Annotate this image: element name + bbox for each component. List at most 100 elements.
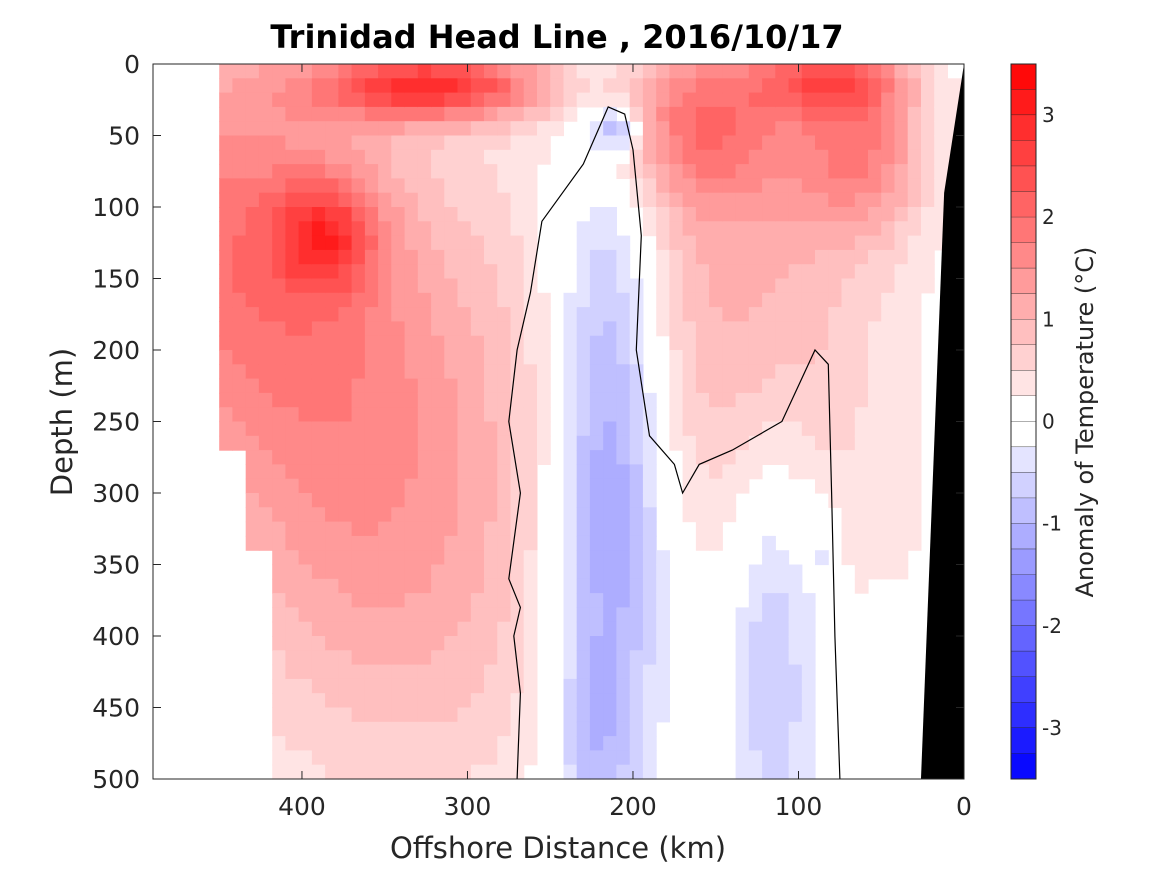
heatmap-cell xyxy=(378,550,392,566)
heatmap-cell xyxy=(298,121,313,137)
heatmap-cell xyxy=(576,350,591,365)
heatmap-cell xyxy=(748,335,763,351)
heatmap-cell xyxy=(391,750,406,766)
colorbar-swatch xyxy=(1011,268,1036,295)
heatmap-cell xyxy=(563,593,578,608)
heatmap-cell xyxy=(841,335,856,351)
heatmap-cell xyxy=(378,78,392,94)
heatmap-cell xyxy=(709,364,723,380)
heatmap-cell xyxy=(325,307,339,322)
heatmap-cell xyxy=(311,521,326,537)
heatmap-cell xyxy=(404,750,419,766)
heatmap-cell xyxy=(881,350,895,365)
heatmap-cell xyxy=(232,78,247,94)
heatmap-cell xyxy=(391,493,406,508)
heatmap-cell xyxy=(298,764,313,780)
heatmap-cell xyxy=(894,464,909,480)
heatmap-cell xyxy=(364,207,379,222)
heatmap-cell xyxy=(470,535,485,551)
heatmap-cell xyxy=(378,636,392,651)
heatmap-cell xyxy=(854,421,869,437)
heatmap-cell xyxy=(788,664,803,680)
heatmap-cell xyxy=(470,350,485,365)
heatmap-cell xyxy=(616,64,631,79)
heatmap-cell xyxy=(404,636,419,651)
heatmap-cell xyxy=(748,678,763,694)
y-tick-label: 200 xyxy=(92,336,140,365)
heatmap-cell xyxy=(245,535,260,551)
heatmap-cell xyxy=(629,407,644,423)
heatmap-cell xyxy=(219,121,233,137)
colorbar-swatch xyxy=(1011,676,1036,703)
heatmap-cell xyxy=(484,664,498,680)
heatmap-cell xyxy=(629,764,644,780)
heatmap-cell xyxy=(828,221,843,237)
heatmap-cell xyxy=(629,478,644,494)
heatmap-cell xyxy=(748,607,763,623)
heatmap-cell xyxy=(364,650,379,666)
heatmap-cell xyxy=(775,678,790,694)
heatmap-cell xyxy=(894,249,909,265)
heatmap-cell xyxy=(722,164,737,179)
heatmap-cell xyxy=(431,392,445,408)
heatmap-cell xyxy=(351,707,366,723)
heatmap-cell xyxy=(762,135,776,151)
heatmap-cell xyxy=(722,335,737,351)
heatmap-cell xyxy=(378,121,392,137)
heatmap-cell xyxy=(868,78,882,94)
heatmap-cell xyxy=(629,350,644,365)
heatmap-cell xyxy=(391,307,406,322)
heatmap-cell xyxy=(801,764,816,780)
heatmap-cell xyxy=(364,607,379,623)
heatmap-cell xyxy=(417,92,432,108)
heatmap-cell xyxy=(656,693,670,709)
heatmap-cell xyxy=(788,249,803,265)
heatmap-cell xyxy=(338,693,353,709)
heatmap-cell xyxy=(629,535,644,551)
heatmap-cell xyxy=(298,378,313,394)
heatmap-cell xyxy=(589,607,604,623)
heatmap-cell xyxy=(285,478,300,494)
heatmap-cell xyxy=(589,207,604,222)
heatmap-cell xyxy=(682,278,697,294)
heatmap-cell xyxy=(325,292,339,308)
heatmap-cell xyxy=(272,178,286,194)
heatmap-cell xyxy=(894,392,909,408)
heatmap-cell xyxy=(311,764,326,780)
heatmap-cell xyxy=(484,64,498,79)
heatmap-cell xyxy=(709,535,723,551)
heatmap-cell xyxy=(391,321,406,337)
heatmap-cell xyxy=(351,721,366,737)
heatmap-cell xyxy=(431,307,445,322)
heatmap-cell xyxy=(219,335,233,351)
heatmap-cell xyxy=(364,707,379,723)
heatmap-cell xyxy=(378,478,392,494)
heatmap-cell xyxy=(431,321,445,337)
heatmap-cell xyxy=(576,736,591,751)
heatmap-cell xyxy=(523,335,538,351)
heatmap-cell xyxy=(722,435,737,451)
heatmap-cell xyxy=(285,164,300,179)
heatmap-cell xyxy=(484,535,498,551)
heatmap-cell xyxy=(272,192,286,208)
x-tick-label: 200 xyxy=(609,792,657,821)
heatmap-cell xyxy=(391,78,406,94)
heatmap-cell xyxy=(258,321,273,337)
heatmap-cell xyxy=(775,421,790,437)
heatmap-cell xyxy=(576,335,591,351)
heatmap-cell xyxy=(325,64,339,79)
heatmap-cell xyxy=(616,321,631,337)
heatmap-cell xyxy=(656,78,670,94)
heatmap-cell xyxy=(868,521,882,537)
heatmap-cell xyxy=(417,650,432,666)
heatmap-cell xyxy=(484,106,498,122)
heatmap-cell xyxy=(338,564,353,580)
heatmap-cell xyxy=(338,450,353,465)
heatmap-cell xyxy=(735,135,750,151)
y-tick-label: 100 xyxy=(92,193,140,222)
heatmap-cell xyxy=(404,121,419,137)
heatmap-cell xyxy=(709,407,723,423)
heatmap-cell xyxy=(378,535,392,551)
heatmap-cell xyxy=(298,621,313,637)
heatmap-cell xyxy=(470,707,485,723)
